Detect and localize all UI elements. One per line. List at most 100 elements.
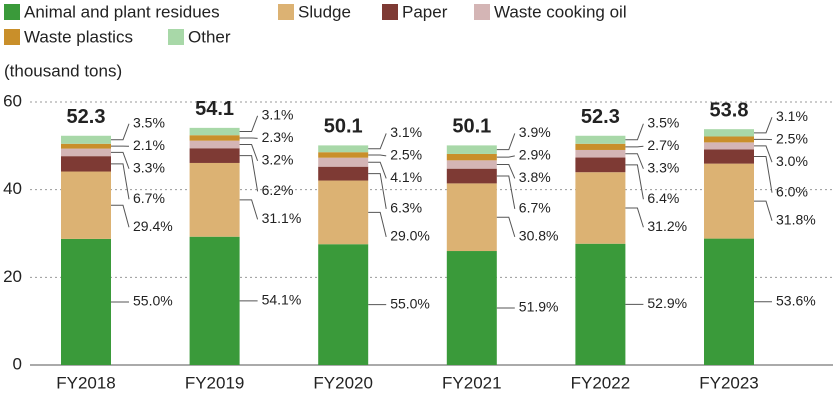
leader-line: [239, 115, 259, 133]
bar-segment: [61, 156, 111, 172]
segment-label: 6.7%: [519, 200, 551, 216]
bar-segment: [704, 163, 754, 239]
bar-segment: [61, 143, 111, 149]
segment-label: 6.4%: [647, 190, 679, 206]
segment-label: 30.8%: [519, 228, 559, 244]
legend-label: Waste plastics: [24, 27, 133, 46]
bar-segment: [575, 143, 626, 150]
leader-line: [368, 154, 387, 157]
bar-segment: [189, 140, 240, 149]
bar-segment: [575, 243, 626, 365]
segment-label: 3.2%: [262, 152, 294, 168]
segment-label: 54.1%: [262, 292, 302, 308]
y-axis-label: (thousand tons): [4, 61, 122, 80]
leader-line: [625, 207, 644, 228]
leader-line: [625, 123, 644, 141]
legend-label: Waste cooking oil: [494, 2, 627, 21]
legend-swatch: [168, 29, 184, 45]
bar-segment: [189, 148, 240, 163]
legend-swatch: [278, 4, 294, 20]
leader-line: [111, 123, 130, 141]
leader-line: [496, 164, 516, 179]
bar-segment: [446, 183, 497, 252]
leader-line: [496, 155, 515, 158]
bar-segment: [446, 251, 497, 365]
segment-label: 29.4%: [133, 218, 173, 234]
bar-segment: [189, 127, 240, 136]
segment-label: 53.6%: [776, 293, 816, 309]
bar-segment: [61, 148, 111, 157]
segment-label: 3.8%: [519, 169, 551, 185]
leader-line: [625, 153, 644, 169]
bar-segment: [189, 236, 240, 365]
total-label: 50.1: [324, 116, 363, 138]
segment-label: 3.1%: [390, 124, 422, 140]
segment-label: 29.0%: [390, 228, 430, 244]
bar-segment: [61, 135, 111, 144]
segment-label: 2.5%: [390, 147, 422, 163]
x-tick-label: FY2021: [442, 373, 502, 392]
bar-segment: [318, 244, 369, 365]
bar-segment: [704, 238, 754, 365]
segment-label: 2.9%: [519, 147, 551, 163]
legend-swatch: [382, 4, 398, 20]
bar-segment: [575, 149, 626, 158]
leader-line: [496, 133, 516, 151]
leader-line: [111, 204, 130, 228]
bar-segment: [575, 172, 626, 244]
bar-segment: [446, 145, 497, 154]
segment-label: 6.2%: [262, 182, 294, 198]
leader-line: [368, 133, 387, 150]
legend-swatch: [4, 29, 20, 45]
leader-line: [111, 151, 130, 169]
x-tick-label: FY2023: [699, 373, 759, 392]
legend-swatch: [4, 4, 20, 20]
segment-label: 2.1%: [133, 137, 165, 153]
segment-label: 2.5%: [776, 130, 808, 146]
leader-line: [239, 199, 259, 220]
bar-segment: [704, 136, 754, 143]
leader-line: [754, 145, 773, 163]
segment-label: 52.9%: [647, 295, 687, 311]
segment-label: 4.1%: [390, 169, 422, 185]
leader-line: [496, 175, 516, 209]
leader-line: [625, 145, 644, 148]
bar-segment: [575, 157, 626, 173]
y-tick-label: 40: [3, 179, 22, 198]
segment-label: 6.3%: [390, 200, 422, 216]
segment-label: 3.0%: [776, 153, 808, 169]
bar-segment: [318, 145, 369, 153]
legend-label: Sludge: [298, 2, 351, 21]
y-tick-label: 20: [3, 267, 22, 286]
segment-label: 51.9%: [519, 299, 559, 315]
leader-line: [754, 200, 773, 221]
total-label: 52.3: [67, 106, 106, 128]
total-label: 54.1: [195, 98, 234, 120]
segment-label: 3.1%: [776, 108, 808, 124]
segment-label: 3.9%: [519, 124, 551, 140]
segment-label: 3.3%: [647, 159, 679, 175]
y-tick-label: 60: [3, 91, 22, 110]
segment-label: 3.1%: [262, 107, 294, 123]
bar-segment: [189, 135, 240, 141]
segment-label: 2.3%: [262, 129, 294, 145]
x-tick-label: FY2022: [571, 373, 631, 392]
legend-swatch: [474, 4, 490, 20]
x-tick-label: FY2020: [313, 373, 373, 392]
segment-label: 3.5%: [647, 114, 679, 130]
x-tick-label: FY2019: [185, 373, 245, 392]
legend-label: Paper: [402, 2, 448, 21]
leader-line: [754, 156, 773, 193]
bar-segment: [446, 168, 497, 184]
y-tick-label: 0: [13, 354, 22, 373]
segment-label: 3.3%: [133, 159, 165, 175]
segment-label: 55.0%: [390, 295, 430, 311]
bar-segment: [446, 153, 497, 161]
total-label: 53.8: [710, 99, 749, 121]
leader-line: [111, 163, 130, 200]
bar-segment: [704, 142, 754, 150]
bar-segment: [704, 129, 754, 137]
bar-segment: [318, 180, 369, 245]
total-label: 50.1: [452, 116, 491, 138]
